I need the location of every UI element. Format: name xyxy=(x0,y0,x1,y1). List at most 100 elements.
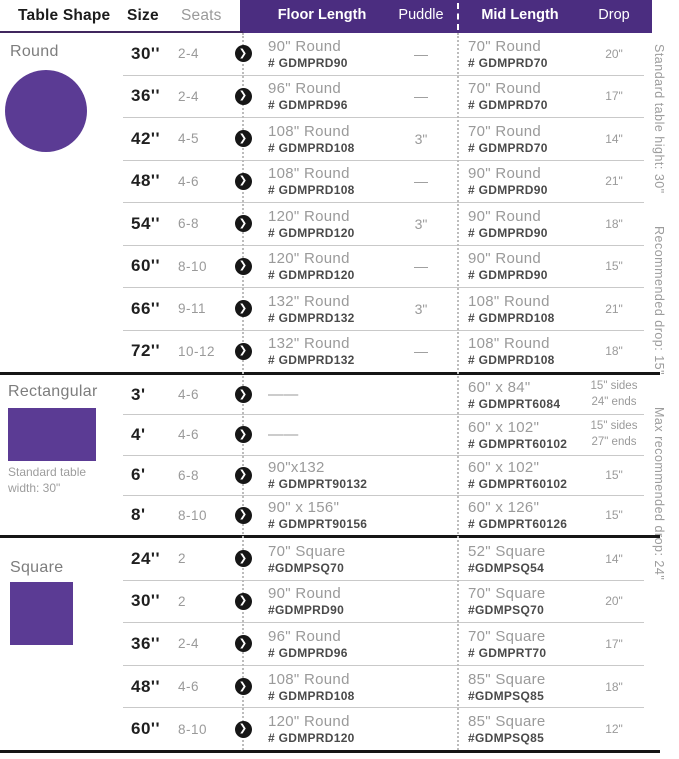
cell-floor-length: 108" Round # GDMPRD108 xyxy=(258,165,386,197)
cell-mid-length: 60" x 84" # GDMPRT6084 xyxy=(456,379,584,411)
drop-value: 20" xyxy=(605,594,623,609)
chevron-right-icon: ❯ xyxy=(234,215,252,233)
floor-length-value: 108" Round xyxy=(268,670,350,688)
shape-column: Round xyxy=(0,33,123,372)
section-round: Round 30'' 2-4 ❯ 90" Round # GDMPRD90 — … xyxy=(0,33,660,375)
arrow-button[interactable]: ❯ xyxy=(228,172,258,190)
section-rows: 3' 4-6 ❯ —— 60" x 84" # GDMPRT6084 15" s… xyxy=(123,375,644,535)
floor-length-value: 132" Round xyxy=(268,292,350,310)
section-note: Standard table width: 30" xyxy=(8,465,87,495)
floor-length-value: 108" Round xyxy=(268,165,350,183)
cell-seats: 4-6 xyxy=(178,173,200,189)
cell-size: 30'' xyxy=(131,591,160,611)
arrow-button[interactable]: ❯ xyxy=(228,386,258,404)
floor-length-sku: # GDMPRT90132 xyxy=(268,477,368,492)
floor-length-sku: # GDMPRT90156 xyxy=(268,517,368,532)
drop-value: 17" xyxy=(605,636,623,651)
cell-seats: 2 xyxy=(178,551,187,567)
arrow-button[interactable]: ❯ xyxy=(228,87,258,105)
arrow-button[interactable]: ❯ xyxy=(228,678,258,696)
cell-drop: 15" xyxy=(584,259,644,273)
table-row: 60'' 8-10 ❯ 120" Round # GDMPRD120 — 90"… xyxy=(123,244,644,288)
arrow-button[interactable]: ❯ xyxy=(228,592,258,610)
cell-size: 48'' xyxy=(131,676,160,696)
arrow-button[interactable]: ❯ xyxy=(228,466,258,484)
cell-mid-length: 108" Round # GDMPRD108 xyxy=(456,293,584,325)
table-row: 24'' 2 ❯ 70" Square #GDMPSQ70 52" Square… xyxy=(123,538,644,580)
cell-puddle: — xyxy=(414,173,428,190)
arrow-button[interactable]: ❯ xyxy=(228,130,258,148)
drop-value: 12" xyxy=(605,722,623,737)
chevron-right-icon: ❯ xyxy=(234,506,252,524)
mid-length-value: 60" x 126" xyxy=(468,499,540,517)
arrow-button[interactable]: ❯ xyxy=(228,506,258,524)
mid-length-value: 90" Round xyxy=(468,250,542,268)
cell-size: 4' xyxy=(131,424,146,444)
col-header-size: Size xyxy=(127,7,159,24)
section-label: Square xyxy=(10,559,64,576)
arrow-button[interactable]: ❯ xyxy=(228,215,258,233)
cell-floor-length: 120" Round # GDMPRD120 xyxy=(258,713,386,745)
cell-drop: 17" xyxy=(584,89,644,103)
mid-length-value: 90" Round xyxy=(468,207,542,225)
cell-size: 60'' xyxy=(131,256,160,276)
arrow-button[interactable]: ❯ xyxy=(228,550,258,568)
mid-length-sku: # GDMPRT70 xyxy=(468,645,547,660)
arrow-button[interactable]: ❯ xyxy=(228,300,258,318)
cell-seats: 6-8 xyxy=(178,467,200,483)
mid-length-sku: # GDMPRD108 xyxy=(468,310,555,325)
section-rows: 30'' 2-4 ❯ 90" Round # GDMPRD90 — 70" Ro… xyxy=(123,33,644,372)
floor-length-value: 96" Round xyxy=(268,80,342,98)
side-note-max-drop: Max recommended drop: 24" xyxy=(652,406,666,580)
mid-length-sku: # GDMPRT60102 xyxy=(468,436,568,451)
cell-mid-length: 90" Round # GDMPRD90 xyxy=(456,250,584,282)
square-shape-icon xyxy=(10,582,73,645)
table-row: 30'' 2-4 ❯ 90" Round # GDMPRD90 — 70" Ro… xyxy=(123,33,644,75)
mid-length-sku: #GDMPSQ85 xyxy=(468,731,545,746)
cell-mid-length: 70" Square # GDMPRT70 xyxy=(456,628,584,660)
floor-length-sku: # GDMPRD120 xyxy=(268,225,355,240)
arrow-button[interactable]: ❯ xyxy=(228,426,258,444)
cell-seats: 4-6 xyxy=(178,679,200,695)
floor-length-sku: # GDMPRD120 xyxy=(268,731,355,746)
cell-floor-length: 90" Round #GDMPRD90 xyxy=(258,585,386,617)
table-body: Round 30'' 2-4 ❯ 90" Round # GDMPRD90 — … xyxy=(0,33,679,753)
cell-floor-length: 120" Round # GDMPRD120 xyxy=(258,250,386,282)
cell-seats: 4-5 xyxy=(178,131,200,147)
mid-length-value: 60" x 102" xyxy=(468,459,540,477)
floor-length-value: 90" x 156" xyxy=(268,499,340,517)
cell-size: 30'' xyxy=(131,43,160,63)
cell-floor-length: —— xyxy=(258,386,386,403)
drop-value-2: 27" ends xyxy=(591,435,637,448)
cell-mid-length: 70" Square #GDMPSQ70 xyxy=(456,585,584,617)
mid-length-value: 70" Square xyxy=(468,627,546,645)
chart-header: Table Shape Size Seats Floor Length Pudd… xyxy=(0,0,679,33)
floor-length-value: 90"x132 xyxy=(268,459,325,477)
mid-length-value: 60" x 84" xyxy=(468,378,531,396)
section-label: Round xyxy=(10,43,59,60)
section-rows: 24'' 2 ❯ 70" Square #GDMPSQ70 52" Square… xyxy=(123,538,644,750)
arrow-button[interactable]: ❯ xyxy=(228,720,258,738)
mid-length-value: 85" Square xyxy=(468,713,546,731)
drop-value: 21" xyxy=(605,301,623,316)
cell-drop: 18" xyxy=(584,217,644,231)
floor-length-value: 132" Round xyxy=(268,335,350,353)
mid-length-sku: # GDMPRD70 xyxy=(468,140,548,155)
cell-seats: 4-6 xyxy=(178,427,200,443)
cell-seats: 9-11 xyxy=(178,301,207,317)
circle-shape-icon xyxy=(5,70,87,152)
arrow-button[interactable]: ❯ xyxy=(228,45,258,63)
side-notes: Standard table hight: 30" Recommended dr… xyxy=(652,44,666,752)
arrow-button[interactable]: ❯ xyxy=(228,342,258,360)
chevron-right-icon: ❯ xyxy=(234,172,252,190)
arrow-button[interactable]: ❯ xyxy=(228,257,258,275)
cell-size: 60'' xyxy=(131,719,160,739)
cell-seats: 10-12 xyxy=(178,343,216,359)
table-row: 8' 8-10 ❯ 90" x 156" # GDMPRT90156 60" x… xyxy=(123,494,644,535)
floor-length-sku: # GDMPRD96 xyxy=(268,645,348,660)
arrow-button[interactable]: ❯ xyxy=(228,635,258,653)
cell-puddle: — xyxy=(414,45,428,62)
floor-length-value: 120" Round xyxy=(268,250,350,268)
cell-mid-length: 70" Round # GDMPRD70 xyxy=(456,80,584,112)
table-row: 6' 6-8 ❯ 90"x132 # GDMPRT90132 60" x 102… xyxy=(123,454,644,495)
